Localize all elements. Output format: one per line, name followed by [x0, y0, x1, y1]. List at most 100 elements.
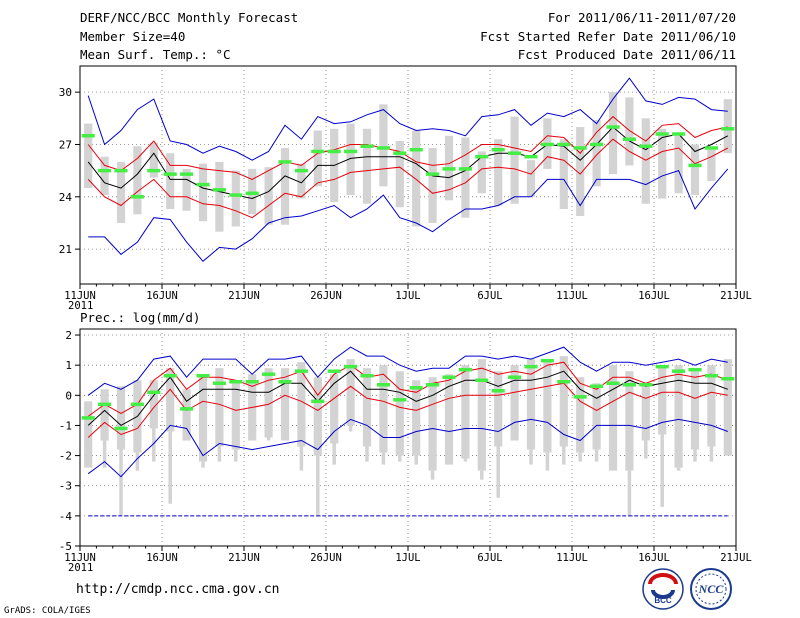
ensemble-box: [461, 365, 470, 459]
ensemble-box: [362, 368, 372, 447]
y-tick-label: 21: [59, 243, 72, 256]
ensemble-mean-line: [87, 126, 729, 200]
ensemble-box: [215, 161, 224, 232]
ensemble-box: [412, 380, 421, 456]
x-tick-label: 11JUL: [556, 290, 588, 302]
x-tick-label: 16JUN: [146, 552, 178, 564]
ensemble-box: [297, 163, 306, 199]
year-label: 2011: [68, 300, 93, 312]
ensemble-box: [264, 167, 273, 225]
ensemble-box: [362, 128, 372, 204]
y-tick-label: 1: [65, 359, 72, 372]
ensemble-box: [444, 374, 454, 465]
ensemble-box: [494, 139, 503, 206]
ensemble-box: [543, 359, 552, 453]
ensemble-box: [592, 383, 601, 450]
x-tick-label: 21JUL: [720, 552, 752, 564]
grads-credit: GrADS: COLA/IGES: [4, 606, 91, 616]
ensemble-box: [494, 371, 503, 447]
ensemble-box: [641, 383, 650, 441]
y-tick-label: 24: [59, 191, 73, 204]
ensemble-box: [723, 99, 732, 154]
lower-spread-line: [87, 138, 729, 219]
ensemble-box: [510, 365, 519, 441]
x-tick-label: 6JUL: [477, 552, 502, 564]
ensemble-box: [510, 116, 519, 204]
bottom-variable-label: Prec.: log(mm/d): [80, 310, 201, 325]
chart-title: DERF/NCC/BCC Monthly Forecast: [80, 10, 299, 25]
upper-spread-line: [87, 115, 728, 180]
ensemble-box: [658, 128, 667, 199]
chart-panel-1: 21 24 27 30 11JUN 16JUN 21JUN 26JUN 1JUL 6JUL 11JU…: [59, 65, 752, 312]
ensemble-box: [608, 92, 618, 175]
x-tick-label: 1JUL: [395, 552, 420, 564]
ensemble-box: [215, 368, 224, 447]
member-size: Member Size=40: [80, 29, 186, 44]
ensemble-box: [641, 118, 650, 204]
min-line: [87, 418, 728, 478]
refer-date: Fcst Started Refer Date 2011/06/10: [480, 29, 736, 44]
ensemble-box: [297, 362, 306, 447]
x-tick-label: 11JUN: [64, 552, 96, 564]
ensemble-box: [346, 359, 355, 426]
ensemble-box: [526, 160, 536, 197]
ensemble-box: [477, 359, 486, 471]
ensemble-box: [576, 127, 585, 216]
y-tick-label: -4: [59, 510, 73, 523]
ensemble-box: [477, 151, 486, 194]
ensemble-box: [625, 371, 634, 471]
ensemble-box: [313, 130, 322, 187]
ensemble-box: [280, 147, 290, 225]
ensemble-mean-line: [87, 370, 728, 427]
ensemble-box: [84, 401, 93, 468]
ensemble-box: [576, 377, 585, 453]
x-tick-label: 11JUL: [556, 552, 588, 564]
y-tick-label: -2: [59, 450, 72, 463]
ensemble-box: [428, 147, 437, 223]
y-tick-label: -1: [59, 419, 72, 432]
x-tick-label: 6JUL: [477, 290, 502, 302]
ensemble-box: [723, 359, 732, 456]
ensemble-box: [198, 374, 208, 462]
ensemble-box: [658, 365, 667, 435]
ensemble-box: [674, 135, 683, 194]
ensemble-box: [346, 123, 355, 196]
ensemble-box: [149, 142, 158, 178]
ensemble-box: [149, 380, 158, 429]
x-tick-label: 26JUN: [310, 290, 342, 302]
ensemble-box: [280, 368, 290, 441]
y-tick-label: -3: [59, 480, 72, 493]
ensemble-box: [100, 389, 109, 441]
y-tick-label: 27: [59, 138, 72, 151]
ensemble-box: [526, 359, 536, 450]
top-variable-label: Mean Surf. Temp.: °C: [80, 47, 231, 62]
source-url[interactable]: http://cmdp.ncc.cma.gov.cn: [76, 582, 280, 597]
x-tick-label: 26JUN: [310, 552, 342, 564]
ensemble-box: [461, 137, 470, 218]
y-tick-label: 30: [59, 86, 72, 99]
x-tick-label: 11JUN: [64, 290, 96, 302]
ensemble-box: [231, 170, 240, 227]
ensemble-box: [428, 377, 437, 471]
ensemble-box: [166, 368, 175, 432]
ensemble-box: [707, 149, 716, 182]
ensemble-box: [625, 97, 634, 166]
forecast-period: For 2011/06/11-2011/07/20: [547, 10, 736, 25]
y-tick-label: 2: [65, 329, 72, 342]
year-label: 2011: [68, 562, 93, 574]
ensemble-box: [84, 123, 93, 189]
ensemble-box: [116, 386, 126, 450]
ensemble-box: [559, 139, 568, 210]
y-tick-label: -5: [59, 540, 72, 553]
x-tick-label: 16JUL: [638, 290, 670, 302]
ensemble-box: [313, 377, 322, 456]
ensemble-box: [379, 365, 388, 453]
ensemble-box: [412, 130, 421, 227]
ensemble-box: [264, 368, 273, 438]
upper-spread-line: [87, 361, 728, 417]
ensemble-box: [674, 365, 683, 468]
ensemble-box: [330, 374, 339, 444]
x-tick-label: 21JUL: [720, 290, 752, 302]
ensemble-box: [395, 140, 404, 208]
